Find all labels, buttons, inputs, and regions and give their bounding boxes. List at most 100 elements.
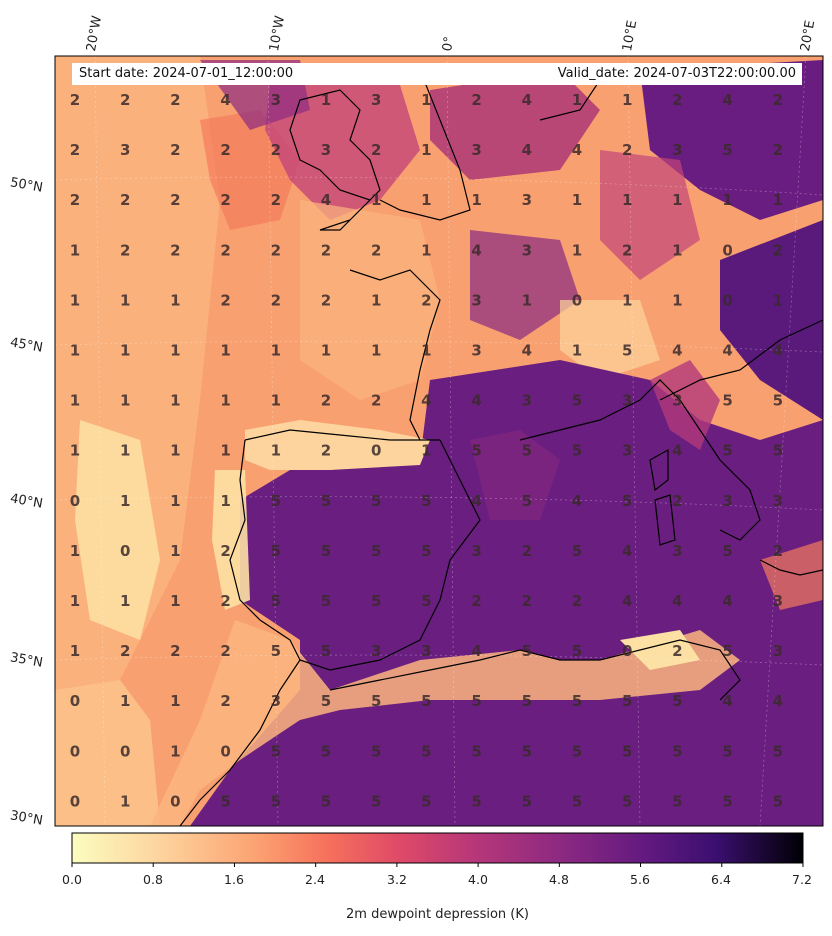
grid-value: 1 — [421, 141, 431, 159]
grid-value: 2 — [220, 241, 230, 259]
grid-value: 4 — [471, 492, 481, 510]
grid-value: 3 — [773, 642, 783, 660]
grid-value: 5 — [572, 742, 582, 760]
grid-value: 1 — [120, 492, 130, 510]
colorbar-label: 2m dewpoint depression (K) — [346, 907, 529, 922]
grid-value: 4 — [672, 342, 682, 360]
grid-value: 2 — [120, 642, 130, 660]
grid-value: 3 — [471, 542, 481, 560]
grid-value: 5 — [271, 792, 281, 810]
colorbar-tick-label: 0.8 — [143, 872, 163, 887]
grid-value: 4 — [622, 592, 632, 610]
grid-value: 2 — [321, 442, 331, 460]
grid-value: 5 — [371, 692, 381, 710]
grid-value: 0 — [70, 492, 80, 510]
grid-value: 3 — [471, 342, 481, 360]
colorbar-tick-label: 2.4 — [305, 872, 325, 887]
grid-value: 2 — [120, 91, 130, 109]
grid-value: 2 — [170, 642, 180, 660]
grid-value: 0 — [70, 742, 80, 760]
grid-value: 2 — [271, 191, 281, 209]
grid-value: 1 — [170, 342, 180, 360]
grid-value: 0 — [622, 642, 632, 660]
start-date-label: Start date: 2024-07-01_12:00:00 — [79, 66, 294, 81]
grid-value: 5 — [522, 692, 532, 710]
grid-value: 2 — [70, 91, 80, 109]
grid-value: 4 — [471, 642, 481, 660]
grid-value: 2 — [622, 241, 632, 259]
grid-value: 5 — [773, 392, 783, 410]
grid-value: 2 — [271, 291, 281, 309]
grid-value: 1 — [170, 291, 180, 309]
grid-value: 1 — [421, 191, 431, 209]
grid-value: 5 — [421, 692, 431, 710]
grid-value: 2 — [170, 141, 180, 159]
value-grid: 2 2 2 4 3 1 3 1 2 4 1 1 2 4 2 2 3 2 2 2 3 2 1 3 4 4 2 3 5 2 2 2 2 2 2 4 1 1 1 3… — [70, 91, 783, 810]
grid-value: 5 — [722, 392, 732, 410]
grid-value: 1 — [70, 291, 80, 309]
grid-value: 3 — [371, 642, 381, 660]
grid-value: 2 — [321, 291, 331, 309]
grid-value: 2 — [170, 91, 180, 109]
grid-value: 5 — [672, 692, 682, 710]
grid-value: 2 — [70, 141, 80, 159]
grid-value: 3 — [321, 141, 331, 159]
grid-value: 1 — [70, 392, 80, 410]
grid-value: 1 — [271, 392, 281, 410]
grid-value: 2 — [170, 241, 180, 259]
grid-value: 0 — [70, 792, 80, 810]
grid-value: 1 — [421, 91, 431, 109]
grid-value: 1 — [120, 442, 130, 460]
grid-value: 5 — [622, 492, 632, 510]
grid-value: 2 — [471, 91, 481, 109]
grid-value: 1 — [220, 442, 230, 460]
grid-value: 2 — [120, 191, 130, 209]
grid-value: 2 — [371, 141, 381, 159]
grid-value: 0 — [722, 291, 732, 309]
grid-value: 1 — [672, 241, 682, 259]
grid-value: 1 — [572, 91, 582, 109]
grid-value: 5 — [722, 742, 732, 760]
grid-value: 4 — [672, 442, 682, 460]
grid-value: 3 — [522, 392, 532, 410]
grid-value: 2 — [120, 241, 130, 259]
grid-value: 2 — [271, 241, 281, 259]
grid-value: 1 — [371, 291, 381, 309]
grid-value: 2 — [672, 642, 682, 660]
grid-value: 4 — [572, 141, 582, 159]
grid-value: 3 — [522, 191, 532, 209]
grid-value: 5 — [471, 692, 481, 710]
grid-value: 0 — [371, 442, 381, 460]
grid-value: 1 — [622, 291, 632, 309]
grid-value: 2 — [421, 291, 431, 309]
grid-value: 2 — [170, 191, 180, 209]
grid-value: 1 — [70, 342, 80, 360]
grid-value: 1 — [120, 291, 130, 309]
grid-value: 5 — [371, 742, 381, 760]
grid-value: 2 — [522, 592, 532, 610]
grid-value: 4 — [471, 241, 481, 259]
grid-value: 2 — [220, 592, 230, 610]
grid-value: 5 — [522, 742, 532, 760]
grid-value: 5 — [622, 342, 632, 360]
grid-value: 5 — [271, 742, 281, 760]
grid-value: 4 — [471, 392, 481, 410]
grid-value: 1 — [220, 342, 230, 360]
grid-value: 2 — [220, 291, 230, 309]
colorbar-tick-label: 7.2 — [792, 872, 812, 887]
grid-value: 4 — [722, 342, 732, 360]
grid-value: 1 — [170, 592, 180, 610]
grid-value: 4 — [522, 141, 532, 159]
grid-value: 2 — [220, 191, 230, 209]
grid-value: 1 — [672, 291, 682, 309]
grid-value: 5 — [522, 442, 532, 460]
grid-value: 5 — [622, 692, 632, 710]
grid-value: 4 — [672, 592, 682, 610]
grid-value: 5 — [371, 542, 381, 560]
grid-value: 1 — [271, 342, 281, 360]
grid-value: 3 — [271, 91, 281, 109]
grid-value: 5 — [321, 742, 331, 760]
grid-value: 2 — [220, 141, 230, 159]
grid-value: 2 — [220, 542, 230, 560]
